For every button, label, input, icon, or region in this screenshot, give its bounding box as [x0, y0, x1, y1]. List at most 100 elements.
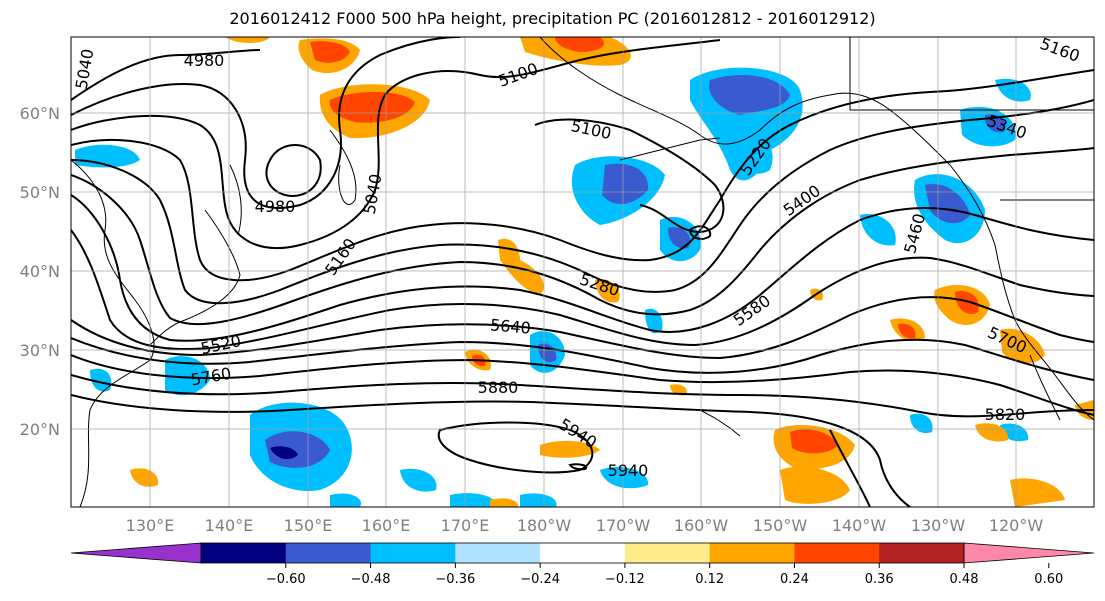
- contour-line: [71, 229, 1094, 351]
- colorbar-segment: [879, 543, 965, 563]
- colorbar-segment: [540, 543, 626, 563]
- anomaly-patch: [225, 37, 270, 44]
- anomaly-patch: [330, 493, 361, 507]
- colorbar-tick-label: 0.48: [950, 572, 979, 587]
- anomaly-patch: [520, 493, 557, 507]
- anomaly-patch: [498, 238, 544, 295]
- lon-label: 130°E: [126, 516, 175, 535]
- anomaly-patch: [310, 41, 350, 63]
- anomaly-patch: [925, 184, 970, 224]
- anomaly-patch: [668, 227, 691, 249]
- longitude-labels: 130°E 140°E 150°E 160°E 170°E 180°W 170°…: [126, 516, 1044, 535]
- anomaly-patch: [790, 429, 838, 454]
- lat-label: 40°N: [20, 262, 60, 281]
- colorbar-tick-label: −0.24: [520, 572, 560, 587]
- anomaly-patch: [329, 92, 415, 123]
- coastline-na-west: [994, 244, 1094, 421]
- colorbar-segment: [455, 543, 541, 563]
- colorbar-outline: [200, 542, 965, 564]
- contour-line: [71, 296, 1094, 360]
- lon-label: 140°E: [205, 516, 254, 535]
- lon-label: 160°E: [362, 516, 411, 535]
- lat-label: 30°N: [20, 341, 60, 360]
- graticule: [71, 37, 1094, 507]
- anomaly-patch: [602, 163, 649, 205]
- contour-line: [534, 118, 725, 234]
- contour-line: [71, 337, 1094, 381]
- contour-line: [71, 354, 1094, 416]
- anomaly-patch: [265, 431, 330, 468]
- contour-line: [71, 374, 1094, 418]
- contour-line: [71, 394, 911, 507]
- colorbar: −0.60 −0.48 −0.36 −0.24 −0.12 0.12 0.24 0.36 0.4…: [70, 542, 1095, 587]
- colorbar-segment: [285, 543, 372, 563]
- anomaly-patch: [898, 323, 916, 339]
- colorbar-tick-label: −0.12: [605, 572, 645, 587]
- colorbar-tick-label: −0.60: [266, 572, 306, 587]
- contour-line: [71, 99, 1094, 305]
- precip-anomaly-shading: [75, 37, 1094, 507]
- contour-label: 5640: [489, 315, 531, 337]
- coastline-aleutians: [619, 137, 721, 161]
- contour-label: 5880: [478, 378, 519, 397]
- contour-label: 4980: [255, 197, 296, 216]
- height-contours: [71, 37, 1094, 507]
- contour-line: [829, 429, 871, 507]
- colorbar-tick-label: 0.24: [780, 572, 809, 587]
- colorbar-segments: [70, 542, 1095, 564]
- coastline-sakhalin: [229, 164, 242, 236]
- latitude-labels: 60°N 50°N 40°N 30°N 20°N: [20, 104, 60, 439]
- hawaii: [699, 409, 741, 437]
- anomaly-patch: [600, 466, 649, 489]
- lat-label: 60°N: [20, 104, 60, 123]
- contour-line: [265, 144, 322, 197]
- coastline-baja: [1029, 354, 1061, 421]
- lon-label: 130°W: [911, 516, 966, 535]
- anomaly-patch: [540, 440, 600, 458]
- colorbar-segment: [709, 543, 795, 563]
- coastline-alaska: [539, 37, 996, 246]
- contour-line: [71, 39, 721, 250]
- contour-label: 5820: [985, 405, 1026, 424]
- contour-line: [71, 194, 1094, 342]
- colorbar-segment: [70, 542, 202, 564]
- anomaly-patch: [490, 498, 519, 507]
- anomaly-patch: [450, 493, 496, 507]
- anomaly-patch: [860, 214, 896, 246]
- anomaly-patch: [780, 466, 850, 504]
- anomaly-patch: [165, 356, 210, 396]
- contour-line: [71, 147, 1094, 326]
- map-title: 2016012412 F000 500 hPa height, precipit…: [229, 9, 876, 28]
- lon-label: 120°W: [989, 516, 1044, 535]
- anomaly-patch: [90, 368, 112, 392]
- lon-label: 170°E: [441, 516, 490, 535]
- anomaly-patch: [955, 291, 979, 314]
- colorbar-segment: [963, 542, 1095, 564]
- colorbar-tick-label: 0.12: [695, 572, 724, 587]
- colorbar-tick-label: −0.48: [351, 572, 391, 587]
- colorbar-tick-label: −0.36: [435, 572, 475, 587]
- colorbar-tick-label: 0.36: [865, 572, 894, 587]
- anomaly-patch: [270, 446, 298, 460]
- contour-line: [568, 463, 588, 471]
- anomaly-patch: [400, 468, 437, 492]
- anomaly-patch: [555, 37, 604, 52]
- colorbar-ticks: −0.60 −0.48 −0.36 −0.24 −0.12 0.12 0.24 0.36 0.4…: [266, 563, 1063, 587]
- lon-label: 180°W: [517, 516, 572, 535]
- lon-label: 170°W: [596, 516, 651, 535]
- lon-label: 140°W: [832, 516, 887, 535]
- colorbar-segment: [794, 543, 880, 563]
- lat-label: 20°N: [20, 420, 60, 439]
- contour-line: [688, 225, 712, 240]
- anomaly-patch: [975, 423, 1009, 442]
- colorbar-segment: [201, 543, 287, 563]
- anomaly-patch: [130, 468, 159, 487]
- contour-line: [71, 37, 461, 209]
- lon-label: 160°W: [674, 516, 729, 535]
- coastline-kamchatka: [329, 129, 357, 206]
- contour-line: [71, 69, 1094, 282]
- lat-label: 50°N: [20, 183, 60, 202]
- anomaly-patch: [910, 413, 933, 434]
- map-frame: [70, 36, 1095, 508]
